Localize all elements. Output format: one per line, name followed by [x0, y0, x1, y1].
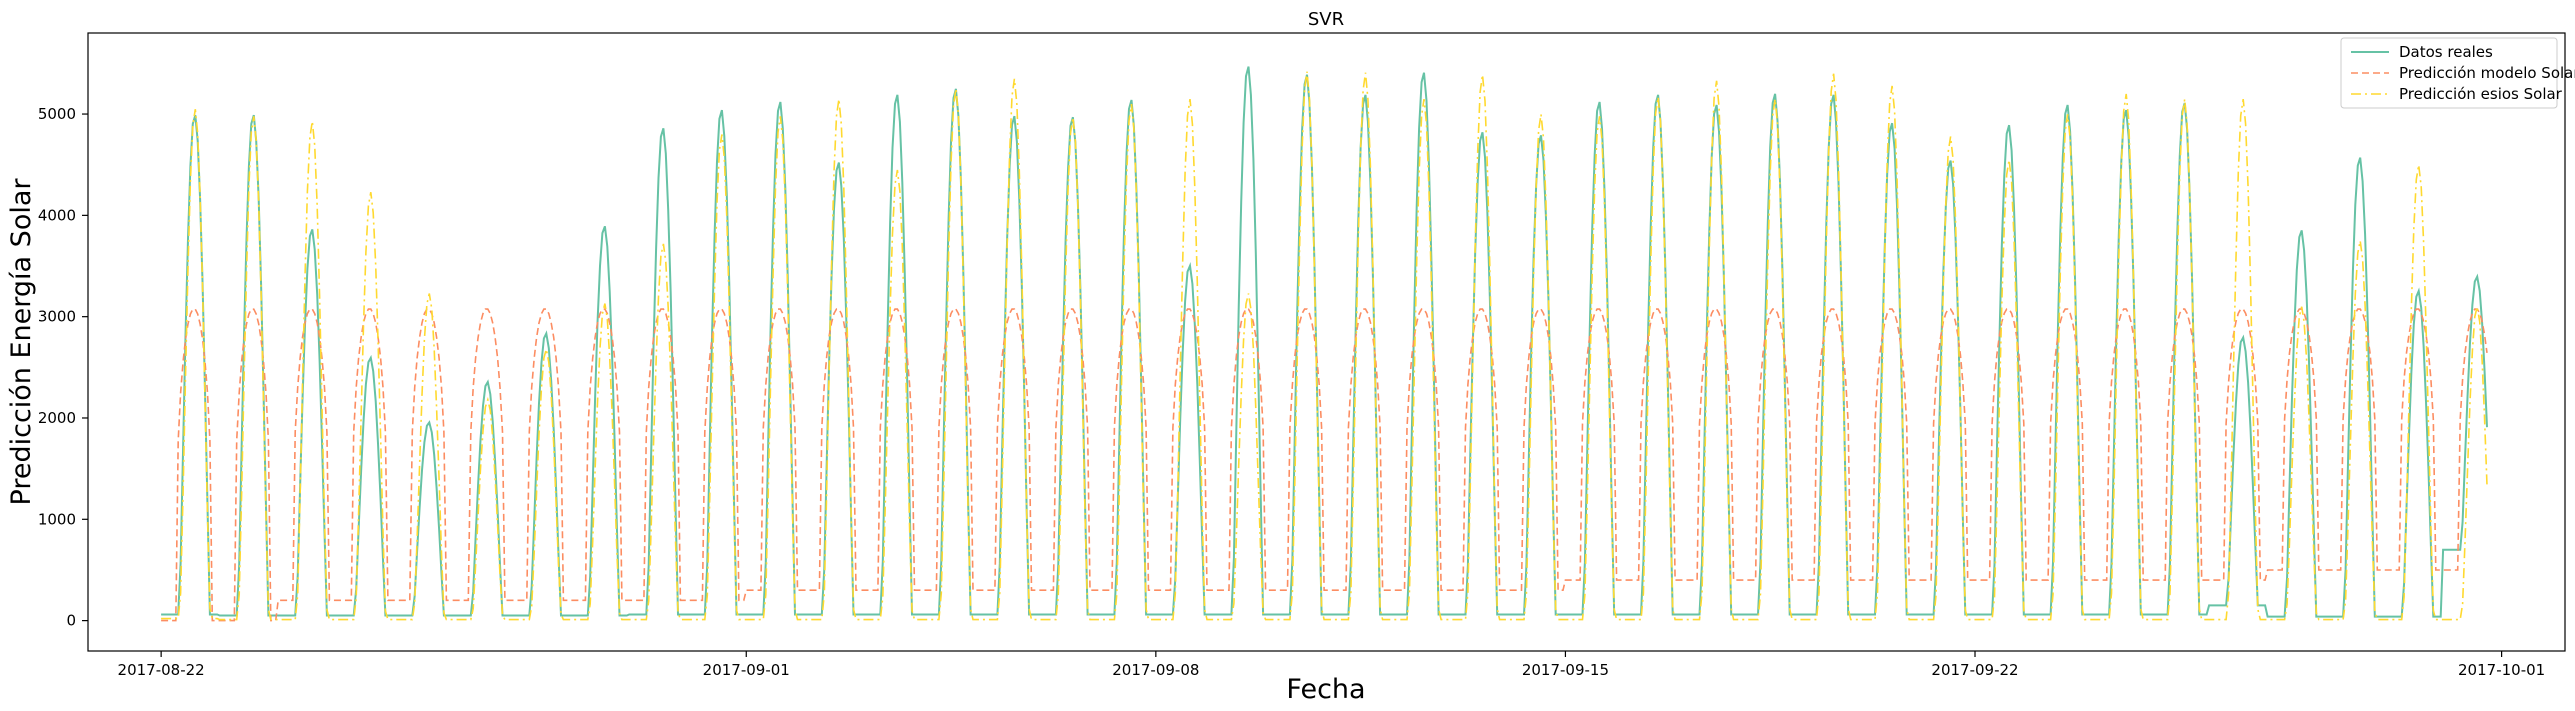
legend-box: [2340, 37, 2558, 109]
series-line-3: [161, 71, 2488, 621]
x-tick-label: 2017-08-22: [118, 661, 205, 679]
legend-label-3: Predicción esios Solar: [2399, 85, 2563, 103]
plot-background: [88, 33, 2565, 651]
legend: Datos reales Predicción modelo Solar Predi…: [2340, 37, 2575, 109]
chart-title: SVR: [1308, 9, 1344, 30]
x-tick-label: 2017-09-08: [1112, 661, 1199, 679]
y-tick-label: 0: [66, 612, 76, 630]
y-axis-label: Predicción Energía Solar: [6, 178, 37, 506]
plot-area: [88, 33, 2565, 651]
legend-label-2: Predicción modelo Solar: [2399, 64, 2575, 82]
y-tick-label: 5000: [38, 105, 76, 123]
series-line-1: [161, 66, 2488, 618]
x-axis-label: Fecha: [1286, 674, 1365, 705]
y-tick-label: 1000: [38, 510, 76, 528]
y-tick-label: 4000: [38, 206, 76, 224]
series-layer: [161, 66, 2488, 622]
axes-layer: 0 1000 2000 3000 4000 5000 2017-08-22 2017-09-0…: [38, 32, 2566, 679]
y-tick-label: 2000: [38, 409, 76, 427]
y-tick-label: 3000: [38, 308, 76, 326]
x-tick-label: 2017-09-15: [1522, 661, 1609, 679]
plot-frame: [87, 32, 2566, 652]
x-tick-label: 2017-09-22: [1931, 661, 2018, 679]
x-tick-label: 2017-10-01: [2458, 661, 2545, 679]
x-tick-label: 2017-09-01: [703, 661, 790, 679]
series-line-2: [161, 308, 2488, 622]
legend-label-1: Datos reales: [2399, 43, 2493, 61]
